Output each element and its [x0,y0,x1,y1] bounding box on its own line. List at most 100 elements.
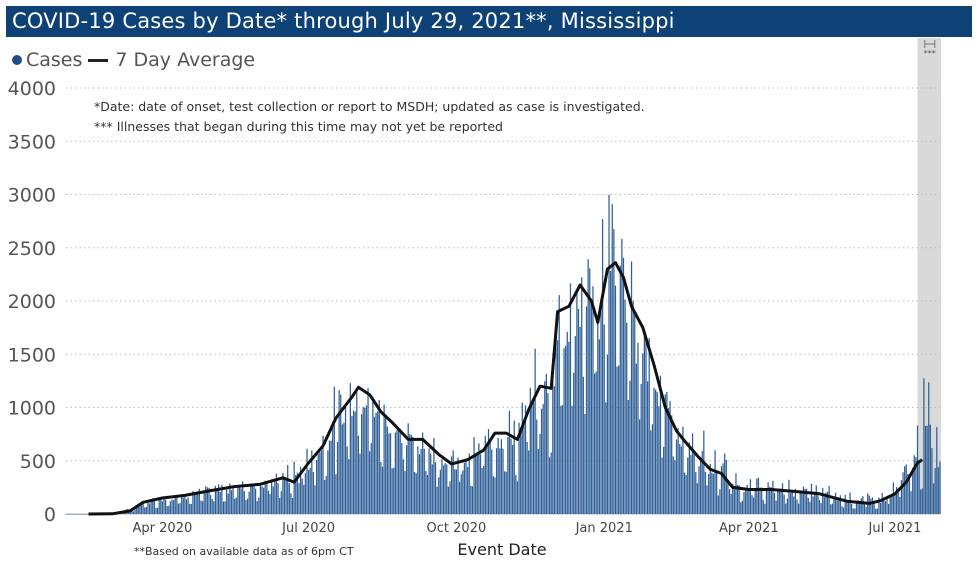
case-bar [275,473,278,514]
case-bar [282,472,284,514]
case-bar [422,432,424,514]
case-bar [131,509,133,514]
case-bar [295,475,297,514]
case-bar [261,486,263,514]
case-bar [555,336,557,514]
case-bar [799,492,801,514]
case-bar [648,338,650,514]
case-bar [317,454,319,514]
case-bar [642,353,644,514]
case-bar [865,506,867,514]
case-bar [634,310,636,514]
case-bar [603,324,605,514]
y-tick-label: 4000 [8,78,56,100]
case-bar [433,437,435,514]
x-tick-label: Jan 2021 [575,521,633,536]
case-bar [693,453,695,514]
case-bar [309,467,311,514]
case-bar [495,448,498,514]
case-bar [335,474,337,514]
case-bar [542,404,544,514]
case-bar [307,469,310,514]
case-bar [748,488,750,514]
case-bar [184,494,186,514]
case-bar [487,429,490,514]
case-bar [344,407,347,514]
case-bar [701,451,703,514]
case-bar [753,497,755,514]
case-bar [722,463,724,514]
case-bar [414,472,416,514]
case-bar [685,475,687,514]
case-bar [775,500,777,514]
case-bar [229,483,231,514]
case-bar [76,514,78,515]
case-bar [825,492,827,514]
case-bar [505,471,507,514]
case-bar [211,498,213,514]
case-bar [920,489,922,514]
case-bar [677,428,679,514]
case-bar [447,486,449,514]
case-bar [931,448,933,514]
case-bar [912,467,914,514]
case-bar [724,453,726,514]
case-bar [558,295,560,514]
case-bar [385,415,387,514]
case-bar [838,498,840,514]
case-bar [357,435,360,514]
case-bar [547,393,549,514]
case-bar [844,494,846,514]
case-bar [227,493,229,514]
case-bar [789,493,792,514]
case-bar [566,331,568,514]
case-bar [274,479,276,514]
case-bar [836,500,838,514]
case-bar [145,506,147,514]
case-bar [518,422,520,514]
case-bar [741,500,744,514]
case-bar [481,468,483,514]
case-bar [796,499,798,514]
case-bar [751,495,753,514]
case-bar [439,469,441,514]
case-bar [881,493,883,514]
case-bar [870,498,872,514]
case-bar [577,309,580,514]
case-bar [606,354,609,514]
case-bar [340,394,342,514]
case-bar [147,501,149,514]
case-bar [338,390,340,514]
case-bar [499,448,501,514]
case-bar [494,477,496,514]
case-bar [611,204,613,514]
case-bar [886,498,888,514]
case-bar [809,501,811,514]
case-bar [83,514,85,515]
case-bar [655,389,657,514]
case-bar [164,499,167,514]
case-bar [663,446,665,514]
case-bar [761,487,763,514]
case-bar [780,488,782,514]
case-bar [314,485,316,514]
case-bar [463,462,466,514]
case-bar [187,497,189,514]
case-bar [404,470,406,514]
case-bar [857,500,859,514]
case-bar [240,488,242,514]
cases-legend-marker [12,55,22,65]
case-bar [936,427,938,514]
case-bar [626,322,628,514]
case-bar [680,446,682,514]
case-bar [621,238,623,514]
case-bar [638,419,641,514]
case-bar [198,488,200,514]
case-bar [291,497,294,514]
average-legend-label: 7 Day Average [115,49,256,71]
y-tick-label: 3500 [8,131,56,153]
case-bar [75,514,77,515]
case-bar [468,453,470,514]
case-bar [859,501,861,514]
case-bar [354,411,356,514]
